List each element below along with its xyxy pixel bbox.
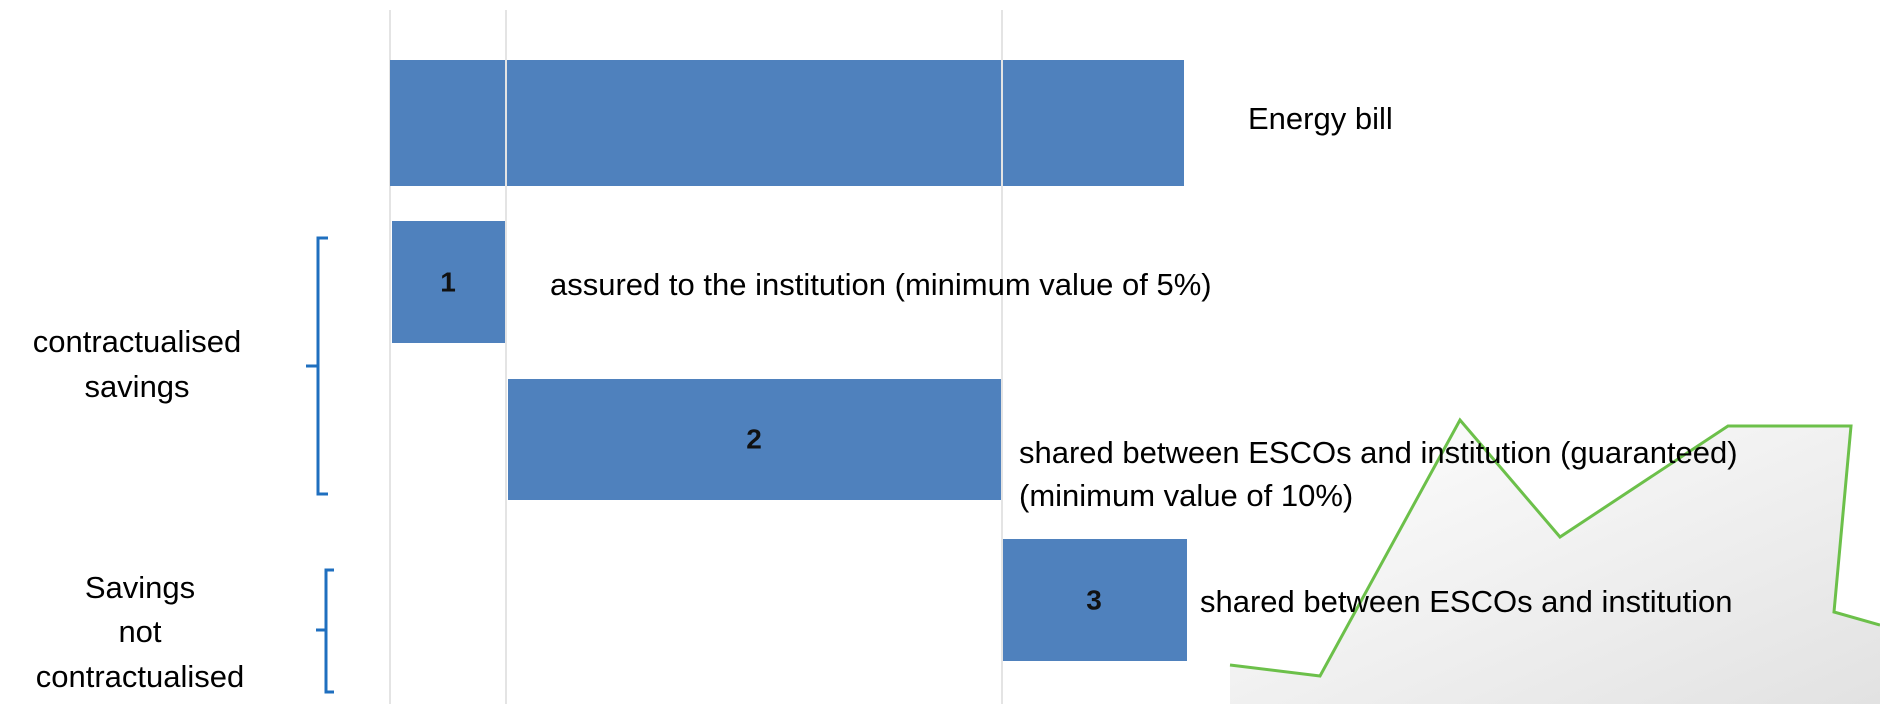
bracket	[316, 568, 334, 694]
group-label: not	[118, 614, 161, 649]
bar	[508, 379, 1001, 500]
group-label: savings	[84, 369, 189, 404]
group-label: contractualised	[33, 324, 242, 359]
decoration	[1230, 420, 1880, 704]
row-label: shared between ESCOs and institution	[1200, 584, 1732, 619]
row-label: shared between ESCOs and institution (gu…	[1019, 435, 1738, 470]
bar-number: 2	[746, 423, 762, 454]
bar	[390, 60, 1184, 186]
group-label: Savings	[85, 570, 195, 605]
bar-number: 1	[440, 266, 456, 297]
decoration-line	[1229, 417, 1880, 678]
row-label: Energy bill	[1248, 101, 1393, 136]
bar	[392, 221, 505, 343]
group-label: contractualised	[36, 659, 245, 694]
row-label: (minimum value of 10%)	[1019, 478, 1353, 513]
bracket	[306, 236, 328, 496]
bar-number: 3	[1086, 584, 1102, 615]
row-label: assured to the institution (minimum valu…	[550, 267, 1212, 302]
bar	[1003, 539, 1187, 661]
